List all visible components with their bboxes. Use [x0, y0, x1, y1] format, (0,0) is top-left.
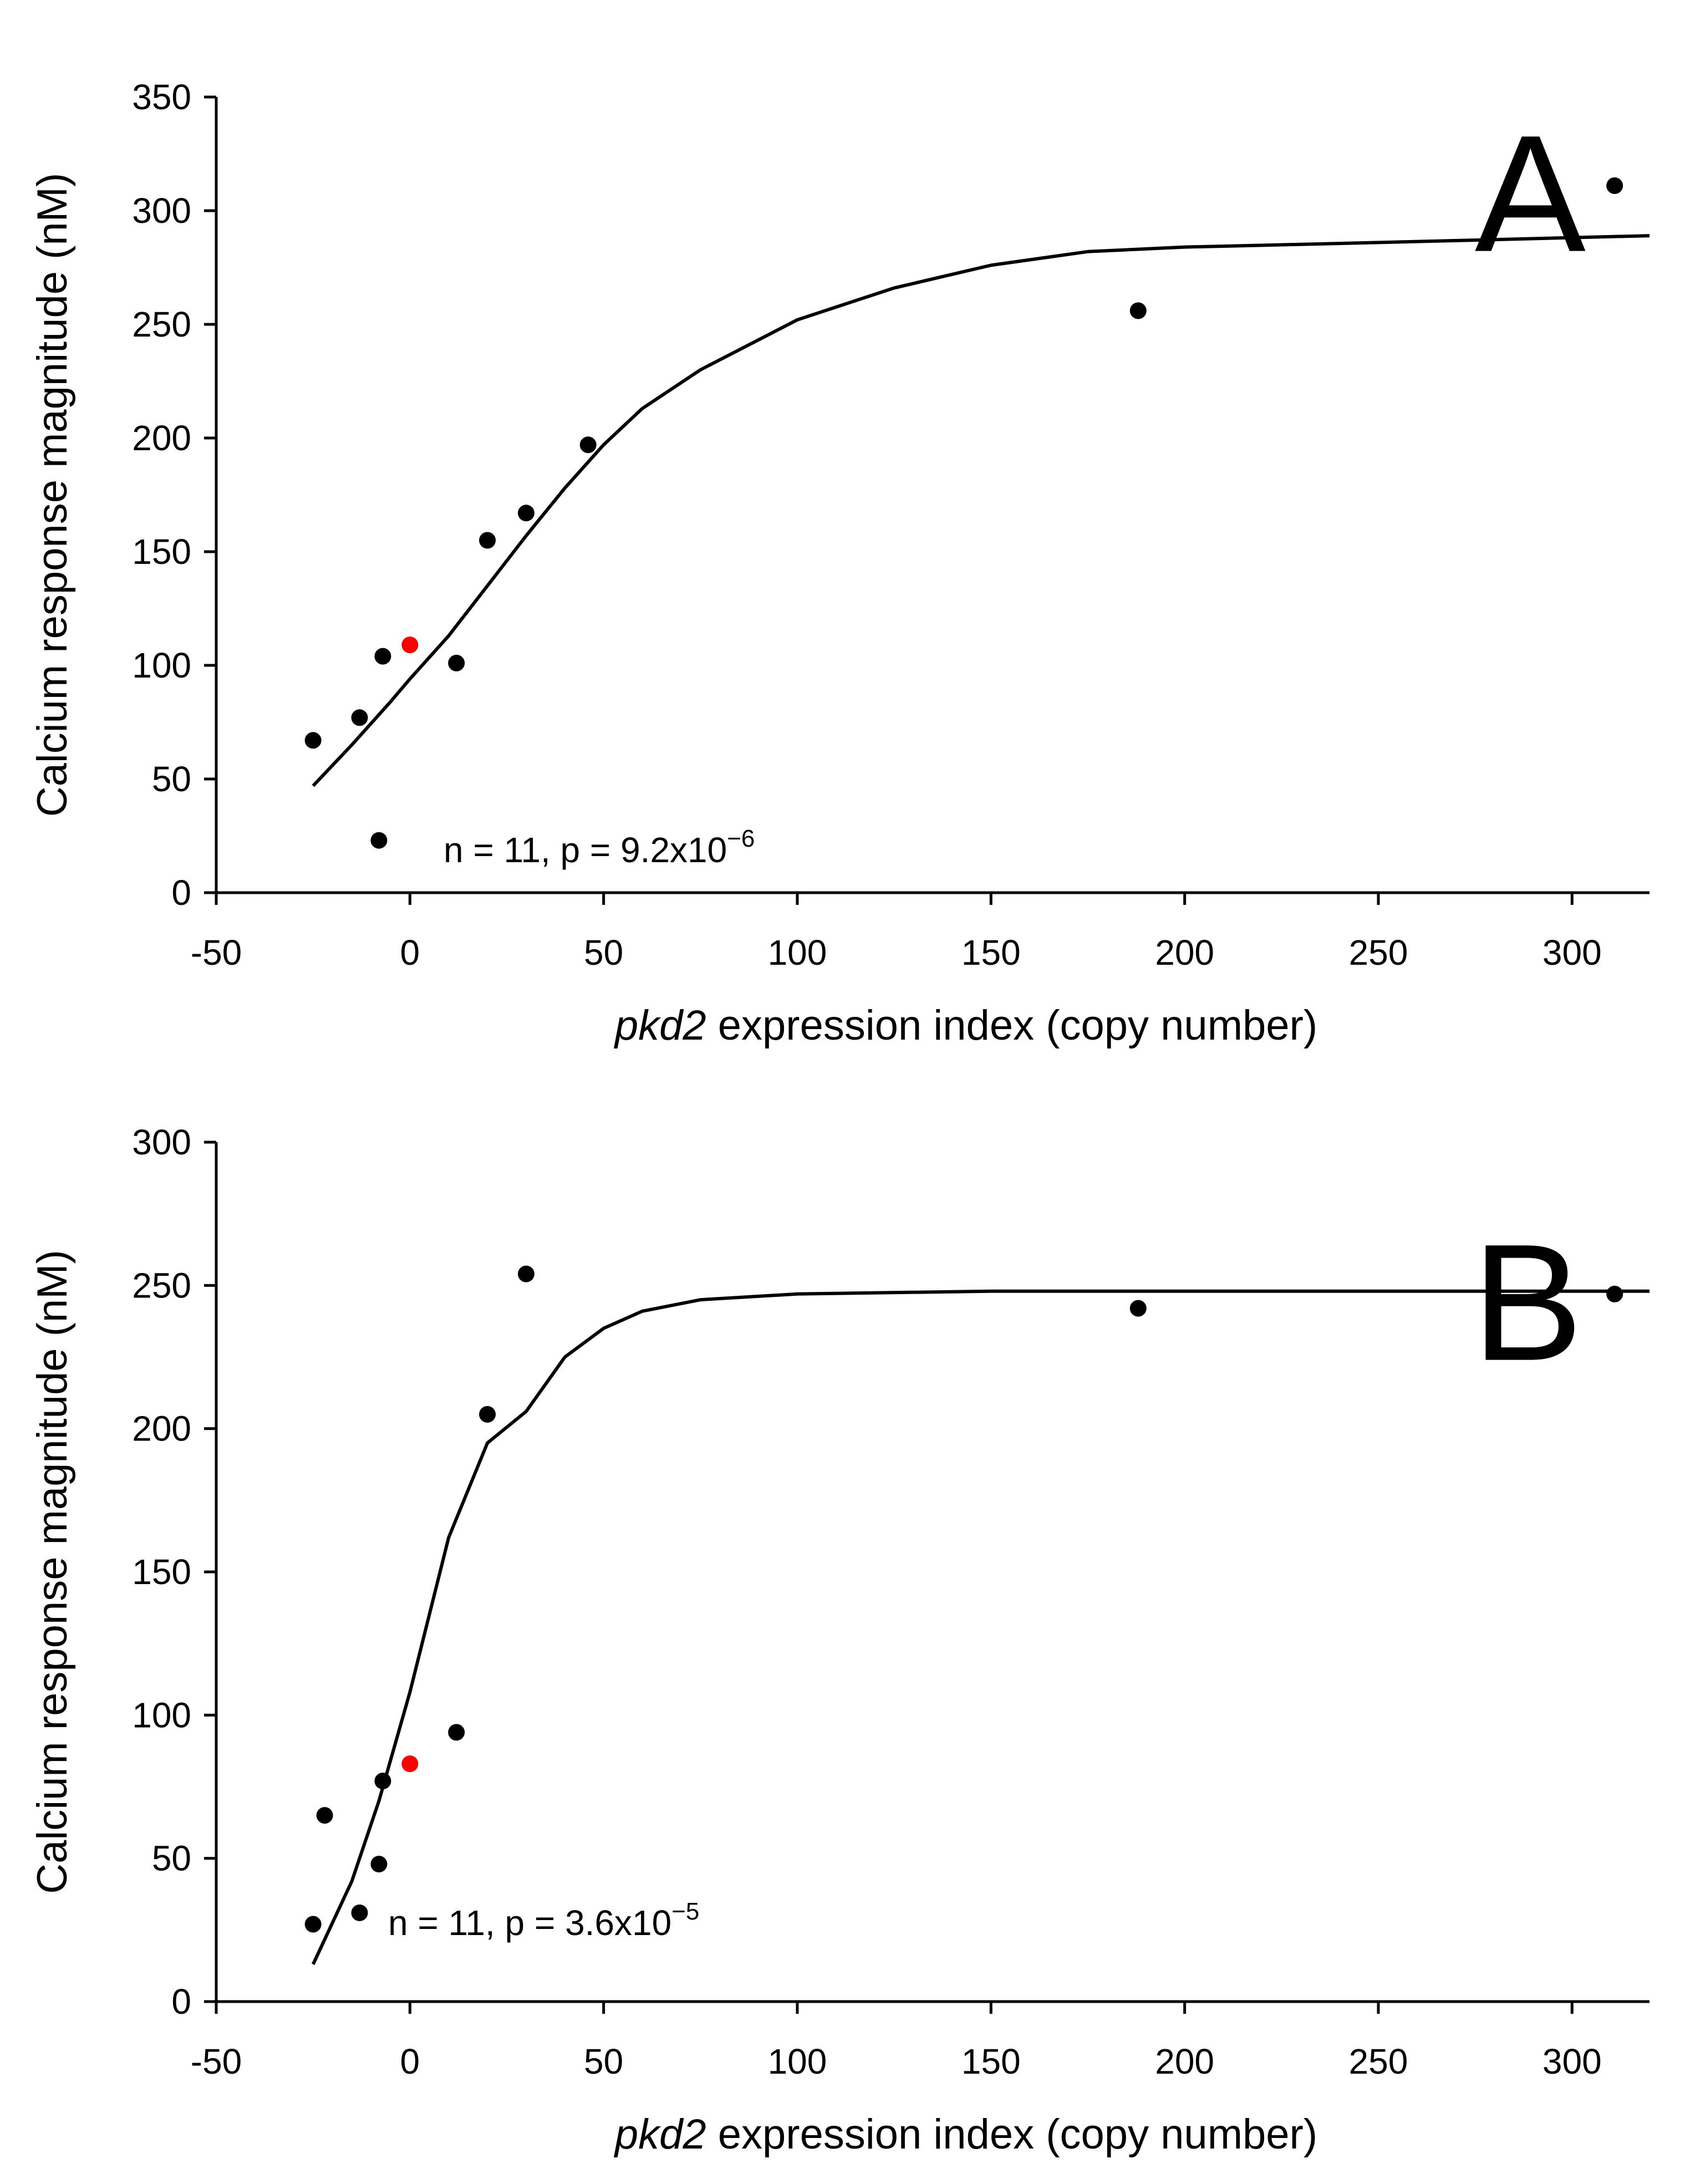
data-point — [1129, 1300, 1147, 1317]
stats-annotation-exponent: −6 — [727, 825, 755, 852]
y-tick-label: 100 — [132, 645, 191, 685]
x-axis-title-gene: pkd2 — [614, 1002, 706, 1049]
data-point — [370, 1856, 388, 1872]
x-tick-label: 250 — [1349, 2042, 1408, 2081]
x-tick-label: 100 — [768, 2042, 827, 2081]
stats-annotation: n = 11, p = 3.6x10−5 — [388, 1898, 699, 1943]
y-tick-label: 100 — [132, 1695, 191, 1735]
stats-annotation-exponent: −5 — [671, 1898, 699, 1925]
data-point — [579, 436, 597, 454]
y-tick-label: 150 — [132, 532, 191, 572]
x-axis-title-text: expression index (copy number) — [706, 1002, 1318, 1049]
x-tick-label: 300 — [1543, 2042, 1602, 2081]
data-point — [1606, 177, 1623, 194]
data-point — [370, 832, 388, 849]
data-point — [479, 532, 496, 549]
data-point — [304, 1916, 322, 1933]
x-tick-label: 150 — [961, 2042, 1021, 2081]
panel-letter: B — [1472, 1209, 1583, 1396]
data-point — [1606, 1285, 1623, 1302]
x-axis-title: pkd2 expression index (copy number) — [614, 2111, 1317, 2158]
y-tick-label: 350 — [132, 77, 191, 117]
y-tick-label: 0 — [171, 873, 191, 913]
data-point — [448, 1724, 465, 1741]
highlighted-point — [401, 1755, 419, 1773]
x-tick-label: -50 — [191, 933, 242, 973]
data-point — [374, 1773, 391, 1790]
data-point — [351, 1904, 368, 1921]
y-tick-label: 300 — [132, 1122, 191, 1162]
data-point — [517, 505, 534, 522]
x-tick-label: 0 — [400, 2042, 420, 2081]
data-point — [316, 1807, 333, 1824]
y-tick-label: 250 — [132, 304, 191, 344]
data-point — [304, 732, 322, 749]
y-tick-label: 200 — [132, 418, 191, 458]
x-tick-label: 250 — [1349, 933, 1408, 973]
data-point — [351, 709, 368, 726]
x-tick-label: 150 — [961, 933, 1021, 973]
x-tick-label: 200 — [1155, 933, 1214, 973]
y-tick-label: 150 — [132, 1552, 191, 1592]
y-axis-title: Calcium response magnitude (nM) — [29, 173, 76, 817]
y-tick-label: 300 — [132, 191, 191, 231]
data-point — [479, 1406, 496, 1423]
stats-annotation-text: n = 11, p = 9.2x10 — [444, 830, 727, 870]
y-tick-label: 50 — [152, 759, 191, 799]
x-tick-label: -50 — [191, 2042, 242, 2081]
x-tick-label: 0 — [400, 933, 420, 973]
data-point — [1129, 302, 1147, 319]
x-tick-label: 50 — [584, 2042, 623, 2081]
panel-letter: A — [1475, 100, 1587, 287]
data-point — [517, 1265, 534, 1282]
data-point — [448, 654, 465, 671]
data-point — [374, 648, 391, 665]
x-tick-label: 300 — [1543, 933, 1602, 973]
y-tick-label: 250 — [132, 1265, 191, 1305]
fit-curve — [312, 234, 1650, 787]
x-tick-label: 100 — [768, 933, 827, 973]
x-axis-title-gene: pkd2 — [614, 2111, 706, 2158]
y-tick-label: 200 — [132, 1409, 191, 1449]
x-tick-label: 200 — [1155, 2042, 1214, 2081]
stats-annotation: n = 11, p = 9.2x10−6 — [444, 825, 755, 870]
y-tick-label: 50 — [152, 1839, 191, 1878]
stats-annotation-text: n = 11, p = 3.6x10 — [388, 1903, 671, 1943]
x-axis-title: pkd2 expression index (copy number) — [614, 1002, 1317, 1049]
y-axis-title: Calcium response magnitude (nM) — [29, 1250, 76, 1894]
x-axis-title-text: expression index (copy number) — [706, 2111, 1318, 2158]
highlighted-point — [401, 637, 419, 654]
x-tick-label: 50 — [584, 933, 623, 973]
fit-curve — [311, 1289, 1650, 1966]
y-tick-label: 0 — [171, 1982, 191, 2022]
